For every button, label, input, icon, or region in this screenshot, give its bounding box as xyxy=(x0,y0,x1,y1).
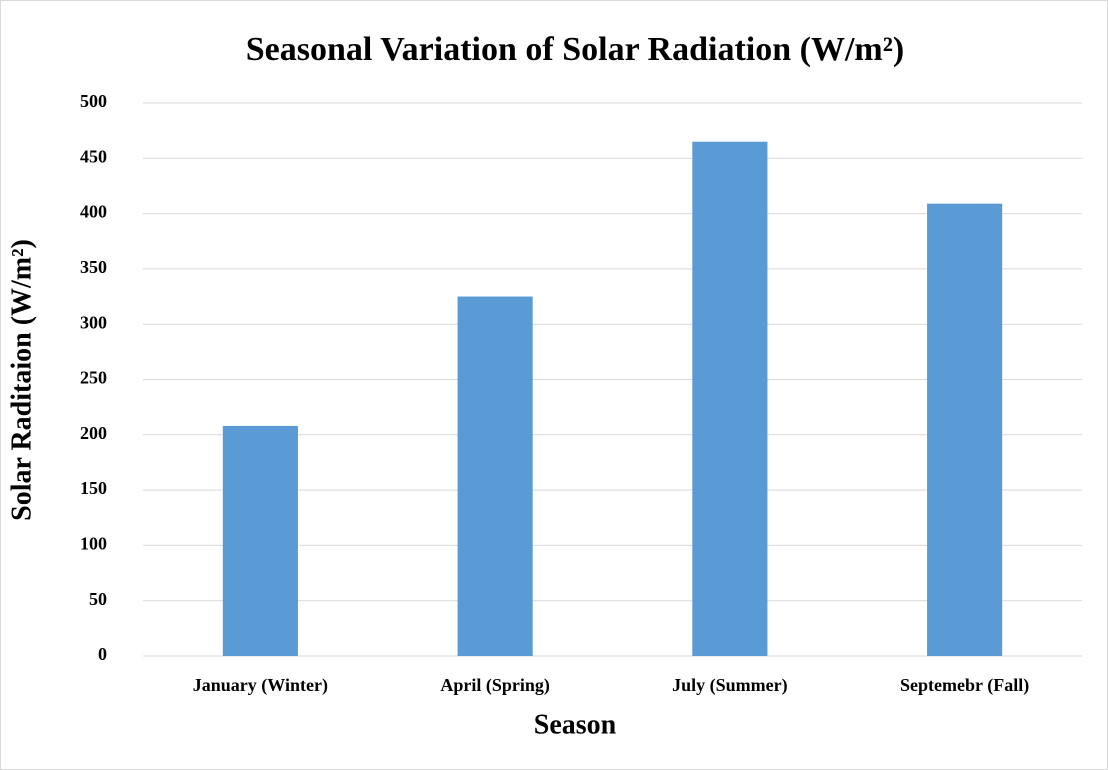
y-tick-label: 150 xyxy=(80,478,107,498)
y-axis-label: Solar Raditaion (W/m²) xyxy=(6,239,37,521)
bar xyxy=(692,141,768,656)
y-tick-label: 250 xyxy=(80,368,107,388)
y-tick-label: 50 xyxy=(89,589,107,609)
y-tick-label: 350 xyxy=(80,257,107,277)
y-tick-label: 100 xyxy=(80,534,107,554)
y-tick-label: 500 xyxy=(80,91,107,111)
y-tick-label: 200 xyxy=(80,423,107,443)
y-tick-label: 0 xyxy=(98,644,107,664)
bar xyxy=(457,296,533,656)
bar xyxy=(222,425,298,656)
y-tick-label: 450 xyxy=(80,146,107,166)
x-tick-label: April (Spring) xyxy=(440,675,550,696)
y-tick-label: 400 xyxy=(80,202,107,222)
x-tick-label: July (Summer) xyxy=(672,675,788,696)
bar xyxy=(927,203,1003,656)
x-axis-label: Season xyxy=(534,709,617,740)
chart-title: Seasonal Variation of Solar Radiation (W… xyxy=(246,31,904,68)
x-tick-label: Septemebr (Fall) xyxy=(900,675,1029,696)
y-tick-label: 300 xyxy=(80,312,107,332)
x-tick-label: January (Winter) xyxy=(193,675,328,696)
